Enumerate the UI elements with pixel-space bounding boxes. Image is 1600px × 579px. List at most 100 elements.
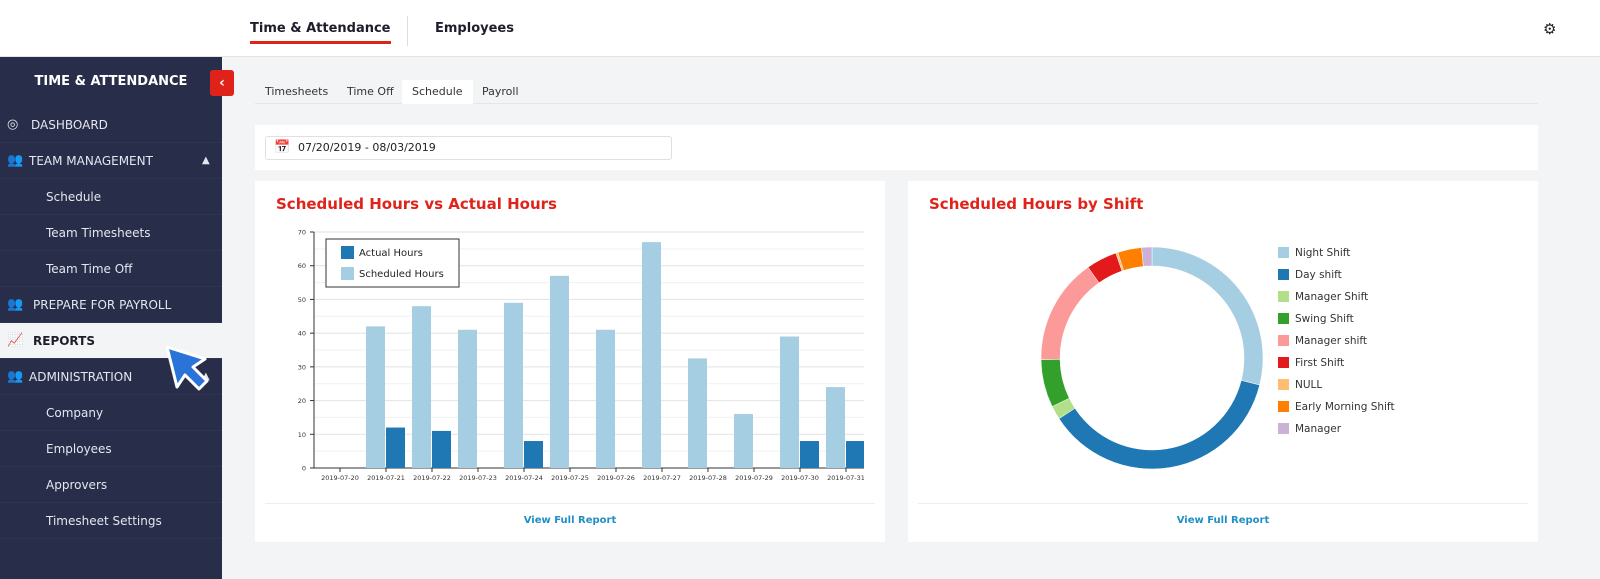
- x-tick-label: 2019-07-22: [413, 474, 451, 482]
- sidebar-item-label: TEAM MANAGEMENT: [29, 154, 153, 168]
- tab-time-off[interactable]: Time Off: [347, 85, 394, 98]
- calendar-icon: 📅: [274, 140, 291, 155]
- legend-swatch: [1278, 291, 1289, 302]
- tab-schedule[interactable]: Schedule: [402, 80, 473, 104]
- bar-actual-hours: [846, 441, 864, 468]
- divider: [407, 16, 408, 46]
- bar-scheduled-hours: [366, 326, 385, 468]
- card-title: Scheduled Hours vs Actual Hours: [276, 195, 557, 213]
- bar-chart-card: Scheduled Hours vs Actual Hours 0 10 20 30 4…: [255, 181, 885, 542]
- legend-label: First Shift: [1295, 357, 1345, 369]
- legend-label: Day shift: [1295, 269, 1342, 281]
- subtabs: Timesheets Time Off Schedule Payroll: [255, 80, 1538, 104]
- legend-swatch: [1278, 335, 1289, 346]
- sidebar-item-approvers[interactable]: Approvers: [0, 467, 222, 503]
- bar-scheduled-hours: [734, 414, 753, 468]
- gear-icon[interactable]: ⚙: [1543, 20, 1557, 38]
- view-full-report-link[interactable]: View Full Report: [918, 503, 1528, 526]
- x-tick-label: 2019-07-27: [643, 474, 681, 482]
- tab-employees[interactable]: Employees: [435, 21, 514, 36]
- sidebar-item-dashboard[interactable]: ◎ DASHBOARD: [0, 107, 222, 143]
- x-tick-label: 2019-07-31: [827, 474, 865, 482]
- legend-swatch: [341, 246, 354, 259]
- legend-swatch: [1278, 379, 1289, 390]
- chevron-left-icon[interactable]: ‹: [210, 70, 234, 96]
- sidebar-item-label: ADMINISTRATION: [29, 370, 133, 384]
- bar-actual-hours: [524, 441, 543, 468]
- legend-label: Manager: [1295, 423, 1342, 435]
- sidebar-item-administration[interactable]: 👥 ADMINISTRATION ▲: [0, 359, 222, 395]
- x-tick-label: 2019-07-30: [781, 474, 819, 482]
- sidebar-item-timesheet-settings[interactable]: Timesheet Settings: [0, 503, 222, 539]
- sidebar-item-label: REPORTS: [33, 334, 95, 348]
- team-icon: 👥: [7, 153, 24, 168]
- sidebar-item-team-timesheets[interactable]: Team Timesheets: [0, 215, 222, 251]
- legend-swatch: [1278, 247, 1289, 258]
- bar-scheduled-hours: [642, 242, 661, 468]
- chevron-up-icon: ▲: [202, 155, 210, 166]
- legend-swatch: [1278, 357, 1289, 368]
- legend-label: Manager Shift: [1295, 291, 1369, 303]
- donut-slice: [1040, 266, 1100, 360]
- sidebar-item-label: PREPARE FOR PAYROLL: [33, 298, 172, 312]
- tab-timesheets[interactable]: Timesheets: [265, 85, 329, 98]
- sidebar-item-company[interactable]: Company: [0, 395, 222, 431]
- donut-chart: [1040, 246, 1264, 470]
- sidebar-item-label: Schedule: [46, 190, 102, 204]
- x-tick-label: 2019-07-26: [597, 474, 635, 482]
- bar-scheduled-hours: [458, 329, 477, 468]
- chevron-up-icon: ▲: [202, 371, 210, 382]
- bar-scheduled-hours: [596, 329, 615, 468]
- view-full-report-link[interactable]: View Full Report: [265, 503, 875, 526]
- sidebar-item-team-time-off[interactable]: Team Time Off: [0, 251, 222, 287]
- bar-actual-hours: [432, 430, 451, 468]
- bar-actual-hours: [800, 441, 819, 468]
- y-tick-label: 60: [298, 262, 306, 270]
- bar-scheduled-hours: [550, 275, 569, 468]
- legend-swatch: [341, 267, 354, 280]
- card-title: Scheduled Hours by Shift: [929, 195, 1144, 213]
- legend-swatch: [1278, 313, 1289, 324]
- mouse-cursor-icon: [165, 345, 209, 391]
- legend-label: Early Morning Shift: [1295, 401, 1395, 413]
- x-tick-label: 2019-07-29: [735, 474, 773, 482]
- bar-chart: 0 10 20 30 40 50 60 70 2019-07-20 2019-07-21 2019-…: [298, 229, 885, 490]
- sidebar-item-employees[interactable]: Employees: [0, 431, 222, 467]
- legend-label: Scheduled Hours: [359, 269, 444, 280]
- top-bar: Time & Attendance Employees ⚙: [0, 0, 1600, 57]
- sidebar-item-label: Company: [46, 406, 104, 420]
- x-tick-label: 2019-07-24: [505, 474, 543, 482]
- y-tick-label: 70: [298, 229, 306, 237]
- legend-label: Manager shift: [1295, 335, 1368, 347]
- date-range-input[interactable]: 📅 07/20/2019 - 08/03/2019: [265, 136, 672, 160]
- x-tick-label: 2019-07-21: [367, 474, 405, 482]
- sidebar-item-label: Employees: [46, 442, 112, 456]
- dashboard-icon: ◎: [7, 117, 19, 132]
- payroll-icon: 👥: [7, 297, 24, 312]
- bar-scheduled-hours: [688, 358, 707, 468]
- tab-payroll[interactable]: Payroll: [482, 85, 519, 98]
- reports-icon: 📈: [7, 333, 24, 348]
- sidebar-item-label: Approvers: [46, 478, 108, 492]
- x-tick-label: 2019-07-25: [551, 474, 589, 482]
- sidebar-item-reports[interactable]: 📈 REPORTS: [0, 323, 222, 359]
- tab-time-attendance[interactable]: Time & Attendance: [250, 21, 391, 44]
- sidebar-item-label: Team Time Off: [46, 262, 133, 276]
- legend-label: NULL: [1295, 379, 1323, 391]
- sidebar-item-label: Team Timesheets: [46, 226, 151, 240]
- legend-label: Night Shift: [1295, 247, 1351, 259]
- x-tick-label: 2019-07-20: [321, 474, 359, 482]
- sidebar-item-schedule[interactable]: Schedule: [0, 179, 222, 215]
- x-tick-label: 2019-07-23: [459, 474, 497, 482]
- legend-swatch: [1278, 401, 1289, 412]
- sidebar-item-prepare-for-payroll[interactable]: 👥 PREPARE FOR PAYROLL: [0, 287, 222, 323]
- donut-chart-card: Scheduled Hours by Shift Night Shift Day …: [908, 181, 1538, 542]
- y-tick-label: 0: [302, 465, 306, 473]
- y-tick-label: 40: [298, 330, 306, 338]
- sidebar-item-team-management[interactable]: 👥 TEAM MANAGEMENT ▲: [0, 143, 222, 179]
- bar-scheduled-hours: [412, 306, 431, 468]
- y-tick-label: 20: [298, 397, 306, 405]
- legend-label: Swing Shift: [1295, 313, 1354, 325]
- filter-bar: 📅 07/20/2019 - 08/03/2019: [255, 125, 1538, 170]
- bar-scheduled-hours: [504, 302, 523, 468]
